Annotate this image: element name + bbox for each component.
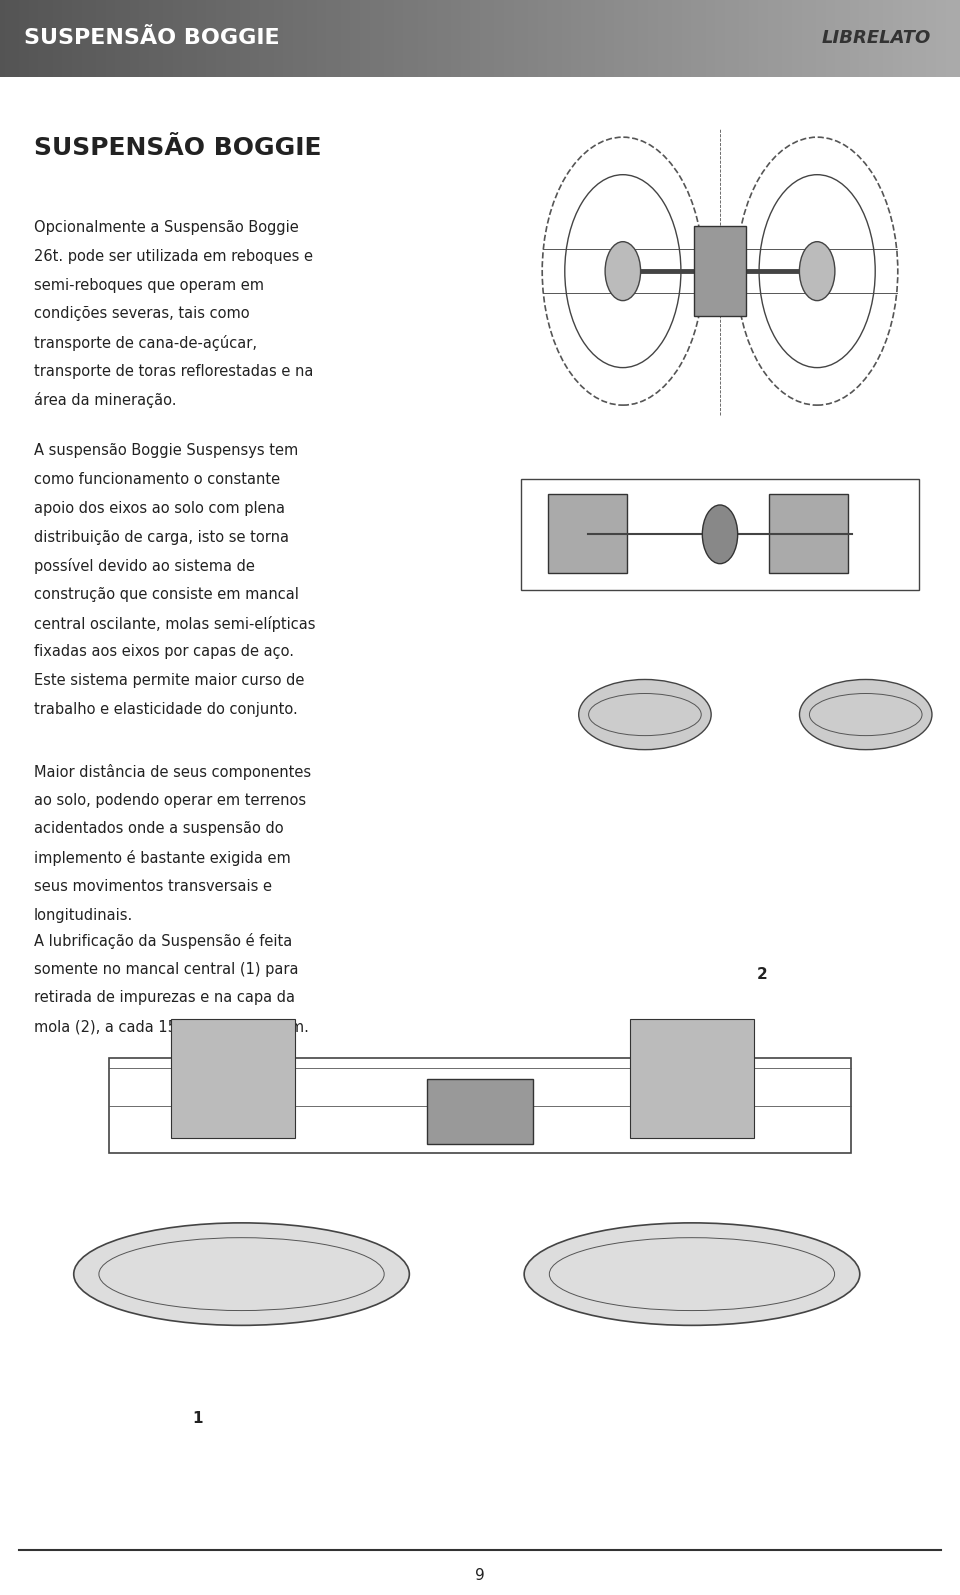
Text: A lubrificação da Suspensão é feita: A lubrificação da Suspensão é feita — [34, 933, 292, 949]
Text: 9: 9 — [475, 1568, 485, 1584]
Bar — [769, 493, 848, 573]
Text: transporte de cana-de-açúcar,: transporte de cana-de-açúcar, — [34, 335, 256, 351]
Text: A suspensão Boggie Suspensys tem: A suspensão Boggie Suspensys tem — [34, 443, 298, 458]
Bar — [427, 1078, 533, 1144]
Text: apoio dos eixos ao solo com plena: apoio dos eixos ao solo com plena — [34, 501, 284, 515]
Text: fixadas aos eixos por capas de aço.: fixadas aos eixos por capas de aço. — [34, 644, 294, 659]
Text: possível devido ao sistema de: possível devido ao sistema de — [34, 558, 254, 574]
Bar — [171, 1019, 295, 1137]
Text: SUSPENSÃO BOGGIE: SUSPENSÃO BOGGIE — [34, 136, 321, 160]
Text: Este sistema permite maior curso de: Este sistema permite maior curso de — [34, 673, 304, 687]
Text: implemento é bastante exigida em: implemento é bastante exigida em — [34, 850, 290, 866]
Text: LIBRELATO: LIBRELATO — [822, 29, 931, 48]
Text: central oscilante, molas semi-elípticas: central oscilante, molas semi-elípticas — [34, 616, 315, 632]
Text: condições severas, tais como: condições severas, tais como — [34, 306, 250, 321]
Text: semi-reboques que operam em: semi-reboques que operam em — [34, 278, 264, 292]
Ellipse shape — [524, 1223, 860, 1325]
Text: retirada de impurezas e na capa da: retirada de impurezas e na capa da — [34, 990, 295, 1005]
Circle shape — [703, 506, 737, 563]
Circle shape — [605, 242, 640, 300]
Bar — [521, 478, 919, 590]
Text: trabalho e elasticidade do conjunto.: trabalho e elasticidade do conjunto. — [34, 702, 298, 716]
Bar — [109, 1059, 851, 1153]
Text: seus movimentos transversais e: seus movimentos transversais e — [34, 879, 272, 893]
Text: Maior distância de seus componentes: Maior distância de seus componentes — [34, 764, 311, 780]
Bar — [548, 493, 627, 573]
Text: somente no mancal central (1) para: somente no mancal central (1) para — [34, 962, 299, 976]
Bar — [630, 1019, 754, 1137]
Text: Opcionalmente a Suspensão Boggie: Opcionalmente a Suspensão Boggie — [34, 220, 299, 234]
Text: SUSPENSÃO BOGGIE: SUSPENSÃO BOGGIE — [24, 29, 279, 48]
Text: área da mineração.: área da mineração. — [34, 392, 176, 408]
Text: 1: 1 — [192, 1412, 203, 1426]
Text: transporte de toras reflorestadas e na: transporte de toras reflorestadas e na — [34, 364, 313, 378]
Text: mola (2), a cada 15 dias ou 5.000km.: mola (2), a cada 15 dias ou 5.000km. — [34, 1019, 308, 1034]
Text: ao solo, podendo operar em terrenos: ao solo, podendo operar em terrenos — [34, 793, 305, 807]
FancyBboxPatch shape — [693, 226, 747, 316]
Ellipse shape — [800, 679, 932, 750]
Text: 2: 2 — [757, 967, 768, 983]
Text: como funcionamento o constante: como funcionamento o constante — [34, 472, 279, 486]
Ellipse shape — [579, 679, 711, 750]
Circle shape — [800, 242, 835, 300]
Text: distribuição de carga, isto se torna: distribuição de carga, isto se torna — [34, 530, 289, 544]
Text: construção que consiste em mancal: construção que consiste em mancal — [34, 587, 299, 601]
Text: acidentados onde a suspensão do: acidentados onde a suspensão do — [34, 821, 283, 836]
Text: 26t. pode ser utilizada em reboques e: 26t. pode ser utilizada em reboques e — [34, 249, 313, 263]
Ellipse shape — [74, 1223, 409, 1325]
Text: longitudinais.: longitudinais. — [34, 908, 132, 922]
